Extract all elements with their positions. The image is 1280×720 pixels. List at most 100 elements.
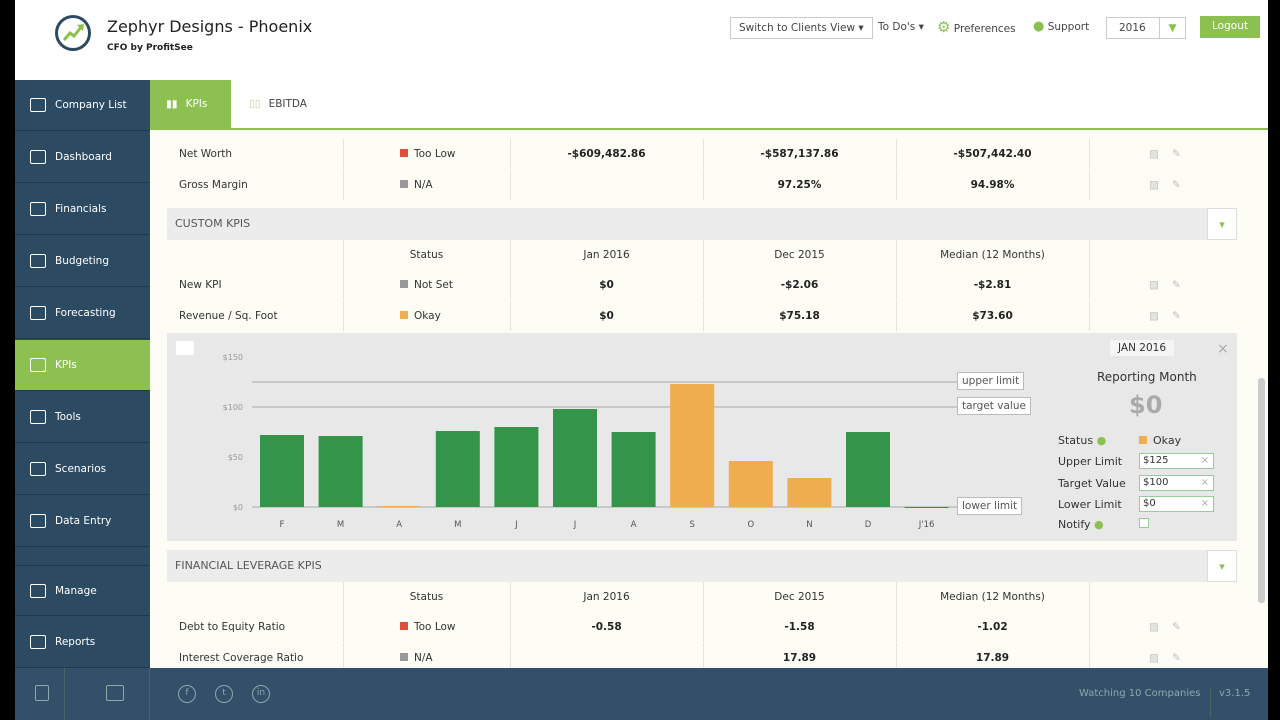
column-header: Median (12 Months) xyxy=(940,591,1045,603)
company-title: Zephyr Designs - Phoenix xyxy=(107,17,313,36)
sidebar-item-budgeting[interactable]: Budgeting xyxy=(15,236,150,287)
chevron-down-icon[interactable]: ▾ xyxy=(1207,208,1237,240)
column-divider xyxy=(343,270,344,300)
chart-icon[interactable]: ▨ xyxy=(1149,179,1159,191)
preferences-button[interactable]: ⚙ Preferences xyxy=(937,17,1016,39)
y-tick-label: $100 xyxy=(223,403,243,412)
sidebar-item-financials[interactable]: Financials xyxy=(15,184,150,235)
support-label: Support xyxy=(1047,21,1090,33)
column-divider xyxy=(703,270,704,300)
sidebar-item-kpis[interactable]: KPIs xyxy=(15,340,150,391)
sidebar-item-dashboard[interactable]: Dashboard xyxy=(15,132,150,183)
scrollbar[interactable] xyxy=(1258,378,1265,603)
chart-icon[interactable]: ▨ xyxy=(1149,148,1159,160)
sidebar-item-scenarios[interactable]: Scenarios xyxy=(15,444,150,495)
tab-kpis[interactable]: ▮▮ KPIs xyxy=(150,80,231,128)
x-tick-label: J'16 xyxy=(918,520,935,530)
kpi-row[interactable]: Net Worth Too Low -$609,482.86 -$587,137.86… xyxy=(167,139,1237,169)
upper-limit-input[interactable]: $125 × xyxy=(1139,453,1214,469)
column-header: Status xyxy=(409,591,444,603)
column-divider xyxy=(896,301,897,331)
kpi-row[interactable]: Interest Coverage Ratio N/A 17.89 17.89 ▨ ✎ xyxy=(167,643,1237,673)
tab-ebitda[interactable]: ▯▯ EBITDA xyxy=(233,80,307,128)
sidebar-item-reports[interactable]: Reports xyxy=(15,617,150,668)
clear-icon[interactable]: × xyxy=(1200,477,1209,488)
reference-line-label: target value xyxy=(957,397,1031,415)
column-divider xyxy=(896,582,897,612)
todos-menu[interactable]: To Do's ▾ xyxy=(878,21,924,33)
chart-icon[interactable]: ▨ xyxy=(1149,621,1159,633)
linkedin-icon[interactable]: in xyxy=(252,685,270,703)
lower-limit-input[interactable]: $0 × xyxy=(1139,496,1214,512)
bar[interactable] xyxy=(553,409,597,507)
sidebar-item-manage[interactable]: Manage xyxy=(15,565,150,616)
year-select[interactable]: 2016 ▼ xyxy=(1106,17,1186,39)
kpi-name: New KPI xyxy=(179,279,222,291)
kpi-row[interactable]: New KPI Not Set $0 -$2.06 -$2.81 ▨ ✎ xyxy=(167,270,1237,300)
status-cell: N/A xyxy=(400,170,433,200)
edit-icon[interactable]: ✎ xyxy=(1172,310,1181,322)
bar[interactable] xyxy=(728,461,773,507)
chevron-down-icon[interactable]: ▾ xyxy=(1207,550,1237,582)
clear-icon[interactable]: × xyxy=(1200,455,1209,466)
reporting-value: $0 xyxy=(1129,391,1163,419)
map-icon xyxy=(30,358,46,372)
legend-toggle-icon[interactable] xyxy=(176,341,194,355)
switch-view-button[interactable]: Switch to Clients View ▾ xyxy=(730,17,873,39)
sidebar-item-tools[interactable]: Tools xyxy=(15,392,150,443)
facebook-icon[interactable]: f xyxy=(178,685,196,703)
kpi-row[interactable]: Gross Margin N/A 97.25% 94.98% ▨ ✎ xyxy=(167,170,1237,200)
sidebar-item-label: Forecasting xyxy=(55,307,116,319)
map-icon: ▮▮ xyxy=(166,98,178,110)
mail-icon[interactable] xyxy=(65,668,150,720)
y-tick-label: $50 xyxy=(228,453,243,462)
column-divider xyxy=(510,170,511,200)
column-divider xyxy=(896,612,897,642)
edit-icon[interactable]: ✎ xyxy=(1172,179,1181,191)
bar[interactable] xyxy=(611,432,656,507)
notify-checkbox[interactable] xyxy=(1139,518,1149,528)
close-icon[interactable]: × xyxy=(1217,341,1229,357)
column-header: Jan 2016 xyxy=(583,591,630,603)
sidebar: Company List Dashboard Financials Budget… xyxy=(15,80,150,668)
column-divider xyxy=(510,139,511,169)
chart-icon[interactable]: ▨ xyxy=(1149,279,1159,291)
clear-icon[interactable]: × xyxy=(1200,498,1209,509)
status-square-icon xyxy=(400,149,408,157)
target-value-input[interactable]: $100 × xyxy=(1139,475,1214,491)
bar[interactable] xyxy=(435,431,480,507)
bar[interactable] xyxy=(787,478,832,507)
edit-icon[interactable]: ✎ xyxy=(1172,621,1181,633)
sidebar-item-company-list[interactable]: Company List xyxy=(15,80,150,131)
bar[interactable] xyxy=(260,435,304,507)
sidebar-item-data-entry[interactable]: Data Entry xyxy=(15,496,150,547)
twitter-icon[interactable]: t xyxy=(215,685,233,703)
logout-button[interactable]: Logout xyxy=(1200,16,1260,38)
bar[interactable] xyxy=(846,432,890,507)
support-button[interactable]: ● Support xyxy=(1033,17,1089,39)
footer: f t in Watching 10 Companies v3.1.5 xyxy=(15,668,1268,720)
kpi-row[interactable]: Debt to Equity Ratio Too Low -0.58 -1.58 -1.… xyxy=(167,612,1237,642)
x-tick-label: S xyxy=(689,520,694,530)
column-divider xyxy=(896,240,897,270)
edit-icon[interactable]: ✎ xyxy=(1172,148,1181,160)
tab-bar: ▮▮ KPIs ▯▯ EBITDA xyxy=(150,80,1268,130)
status-label-text: Status xyxy=(1058,434,1094,447)
bar[interactable] xyxy=(377,506,422,507)
bar[interactable] xyxy=(318,436,363,507)
edit-icon[interactable]: ✎ xyxy=(1172,652,1181,664)
kpi-name: Interest Coverage Ratio xyxy=(179,652,304,664)
bar[interactable] xyxy=(904,507,949,508)
column-divider xyxy=(1089,582,1090,612)
x-tick-label: J xyxy=(514,520,518,530)
lower-limit-label: Lower Limit xyxy=(1058,498,1122,511)
chart-icon[interactable]: ▨ xyxy=(1149,652,1159,664)
lock-icon[interactable] xyxy=(15,668,65,720)
chart-icon[interactable]: ▨ xyxy=(1149,310,1159,322)
bar[interactable] xyxy=(494,427,539,507)
kpi-row[interactable]: Revenue / Sq. Foot Okay $0 $75.18 $73.60 ▨ ✎ xyxy=(167,301,1237,331)
edit-icon[interactable]: ✎ xyxy=(1172,279,1181,291)
column-divider xyxy=(343,170,344,200)
bar[interactable] xyxy=(670,384,715,507)
sidebar-item-forecasting[interactable]: Forecasting xyxy=(15,288,150,339)
